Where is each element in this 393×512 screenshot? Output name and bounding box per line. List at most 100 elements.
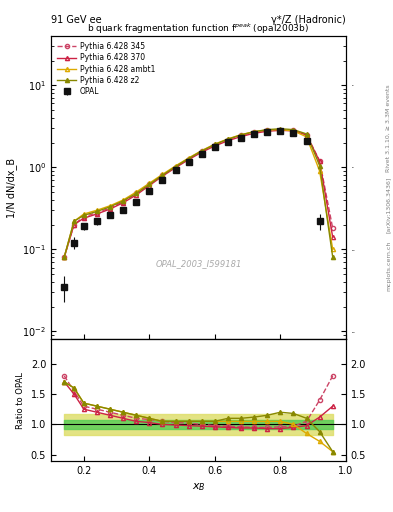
Pythia 6.428 345 <box>199 148 204 154</box>
Pythia 6.428 370 <box>160 173 165 179</box>
Pythia 6.428 370 <box>239 134 243 140</box>
Pythia 6.428 z2 <box>108 204 112 210</box>
Pythia 6.428 345 <box>278 126 283 133</box>
Pythia 6.428 ambt1 <box>95 207 99 214</box>
Pythia 6.428 ambt1 <box>186 155 191 161</box>
Pythia 6.428 345 <box>81 214 86 220</box>
Pythia 6.428 370 <box>265 128 270 134</box>
Pythia 6.428 345 <box>239 132 243 138</box>
Pythia 6.428 ambt1 <box>252 129 257 135</box>
Pythia 6.428 ambt1 <box>62 254 66 261</box>
Pythia 6.428 z2 <box>252 129 257 135</box>
Text: [arXiv:1306.3436]: [arXiv:1306.3436] <box>386 177 391 233</box>
Text: γ*/Z (Hadronic): γ*/Z (Hadronic) <box>271 15 346 25</box>
Pythia 6.428 370 <box>226 138 230 144</box>
Pythia 6.428 z2 <box>95 208 99 215</box>
Y-axis label: 1/N dN/dx_B: 1/N dN/dx_B <box>6 158 17 218</box>
Pythia 6.428 370 <box>134 192 139 198</box>
Pythia 6.428 z2 <box>226 136 230 142</box>
Pythia 6.428 345 <box>226 137 230 143</box>
X-axis label: $x_B$: $x_B$ <box>192 481 205 493</box>
Pythia 6.428 z2 <box>72 218 76 224</box>
Pythia 6.428 ambt1 <box>304 134 309 140</box>
Line: Pythia 6.428 370: Pythia 6.428 370 <box>62 129 335 260</box>
Pythia 6.428 ambt1 <box>173 163 178 169</box>
Pythia 6.428 345 <box>304 132 309 138</box>
Pythia 6.428 370 <box>213 143 217 149</box>
Text: mcplots.cern.ch: mcplots.cern.ch <box>386 241 391 291</box>
Pythia 6.428 ambt1 <box>160 172 165 178</box>
Pythia 6.428 z2 <box>265 126 270 133</box>
Pythia 6.428 z2 <box>213 141 217 147</box>
Pythia 6.428 370 <box>95 211 99 217</box>
Pythia 6.428 ambt1 <box>331 246 335 252</box>
Pythia 6.428 z2 <box>239 132 243 138</box>
Title: b quark fragmentation function f$^{peak}$ (opal2003b): b quark fragmentation function f$^{peak}… <box>88 22 309 36</box>
Text: OPAL_2003_I599181: OPAL_2003_I599181 <box>155 259 242 268</box>
Legend: Pythia 6.428 345, Pythia 6.428 370, Pythia 6.428 ambt1, Pythia 6.428 z2, OPAL: Pythia 6.428 345, Pythia 6.428 370, Pyth… <box>55 39 158 98</box>
Line: Pythia 6.428 z2: Pythia 6.428 z2 <box>62 126 335 260</box>
Pythia 6.428 370 <box>81 215 86 221</box>
Pythia 6.428 370 <box>317 158 322 164</box>
Pythia 6.428 ambt1 <box>291 128 296 134</box>
Line: Pythia 6.428 345: Pythia 6.428 345 <box>62 127 335 260</box>
Pythia 6.428 370 <box>291 128 296 134</box>
Pythia 6.428 z2 <box>199 148 204 154</box>
Pythia 6.428 370 <box>199 149 204 155</box>
Pythia 6.428 370 <box>121 200 125 206</box>
Pythia 6.428 ambt1 <box>81 211 86 217</box>
Pythia 6.428 345 <box>160 172 165 178</box>
Pythia 6.428 345 <box>72 222 76 228</box>
Pythia 6.428 ambt1 <box>121 197 125 203</box>
Pythia 6.428 345 <box>291 127 296 134</box>
Line: Pythia 6.428 ambt1: Pythia 6.428 ambt1 <box>62 127 335 260</box>
Pythia 6.428 345 <box>331 225 335 231</box>
Y-axis label: Ratio to OPAL: Ratio to OPAL <box>16 372 25 429</box>
Pythia 6.428 345 <box>134 190 139 197</box>
Pythia 6.428 z2 <box>331 254 335 261</box>
Pythia 6.428 345 <box>108 205 112 211</box>
Pythia 6.428 370 <box>304 132 309 138</box>
Pythia 6.428 ambt1 <box>226 136 230 142</box>
Pythia 6.428 ambt1 <box>147 180 152 186</box>
Pythia 6.428 345 <box>213 142 217 148</box>
Pythia 6.428 345 <box>62 254 66 261</box>
Pythia 6.428 370 <box>186 157 191 163</box>
Pythia 6.428 ambt1 <box>239 132 243 138</box>
Pythia 6.428 370 <box>147 182 152 188</box>
Pythia 6.428 z2 <box>134 190 139 197</box>
Pythia 6.428 370 <box>72 222 76 228</box>
Pythia 6.428 z2 <box>304 131 309 137</box>
Pythia 6.428 ambt1 <box>108 203 112 209</box>
Pythia 6.428 ambt1 <box>199 147 204 154</box>
Pythia 6.428 345 <box>252 129 257 135</box>
Pythia 6.428 370 <box>173 164 178 170</box>
Pythia 6.428 z2 <box>81 212 86 219</box>
Pythia 6.428 370 <box>252 130 257 136</box>
Pythia 6.428 ambt1 <box>317 168 322 174</box>
Pythia 6.428 370 <box>108 206 112 212</box>
Pythia 6.428 z2 <box>121 198 125 204</box>
Pythia 6.428 ambt1 <box>134 189 139 195</box>
Pythia 6.428 370 <box>331 234 335 241</box>
Text: Rivet 3.1.10, ≥ 3.3M events: Rivet 3.1.10, ≥ 3.3M events <box>386 84 391 172</box>
Pythia 6.428 ambt1 <box>213 141 217 147</box>
Pythia 6.428 ambt1 <box>72 218 76 224</box>
Pythia 6.428 z2 <box>291 126 296 133</box>
Pythia 6.428 ambt1 <box>278 126 283 133</box>
Pythia 6.428 345 <box>147 181 152 187</box>
Pythia 6.428 z2 <box>147 181 152 187</box>
Pythia 6.428 z2 <box>160 172 165 178</box>
Pythia 6.428 z2 <box>186 156 191 162</box>
Pythia 6.428 345 <box>186 156 191 162</box>
Pythia 6.428 345 <box>121 199 125 205</box>
Pythia 6.428 370 <box>62 254 66 261</box>
Pythia 6.428 345 <box>95 209 99 216</box>
Pythia 6.428 z2 <box>278 125 283 132</box>
Pythia 6.428 345 <box>173 163 178 169</box>
Pythia 6.428 z2 <box>317 162 322 168</box>
Pythia 6.428 z2 <box>62 254 66 261</box>
Pythia 6.428 ambt1 <box>265 127 270 133</box>
Text: 91 GeV ee: 91 GeV ee <box>51 15 102 25</box>
Pythia 6.428 345 <box>265 127 270 134</box>
